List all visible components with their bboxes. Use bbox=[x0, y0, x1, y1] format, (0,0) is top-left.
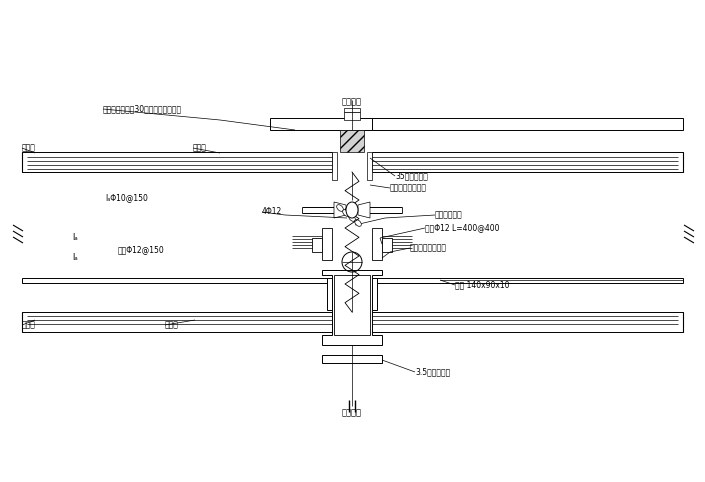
Polygon shape bbox=[372, 278, 683, 283]
Polygon shape bbox=[372, 152, 683, 172]
Polygon shape bbox=[372, 278, 377, 310]
Polygon shape bbox=[312, 238, 322, 252]
Text: （内侧）: （内侧） bbox=[342, 409, 362, 417]
Bar bbox=[372, 118, 683, 130]
Text: 3.5厚花纹钢板: 3.5厚花纹钢板 bbox=[415, 367, 450, 376]
Ellipse shape bbox=[343, 210, 350, 216]
Text: 另加Φ12@150: 另加Φ12@150 bbox=[118, 245, 165, 254]
Polygon shape bbox=[322, 270, 382, 345]
Bar bbox=[334, 275, 370, 335]
Text: 35厚嵌缝封膏: 35厚嵌缝封膏 bbox=[395, 172, 428, 180]
Ellipse shape bbox=[355, 220, 362, 227]
Text: 可卸式橡胶止水带: 可卸式橡胶止水带 bbox=[410, 243, 447, 253]
Ellipse shape bbox=[349, 214, 355, 221]
Bar bbox=[344, 112, 360, 120]
Polygon shape bbox=[22, 312, 332, 332]
Polygon shape bbox=[334, 202, 346, 218]
Polygon shape bbox=[367, 152, 372, 180]
Bar bbox=[270, 118, 434, 130]
Bar bbox=[340, 130, 364, 152]
Text: lₐΦ10@150: lₐΦ10@150 bbox=[105, 193, 148, 202]
Text: 板钢筋: 板钢筋 bbox=[22, 144, 36, 152]
Text: lₐ: lₐ bbox=[72, 233, 78, 242]
Polygon shape bbox=[382, 238, 392, 252]
Polygon shape bbox=[358, 202, 370, 218]
Text: 角钢 140x90x10: 角钢 140x90x10 bbox=[455, 281, 510, 290]
Polygon shape bbox=[372, 228, 382, 260]
Polygon shape bbox=[332, 152, 337, 180]
Text: lₐ: lₐ bbox=[72, 254, 78, 263]
Text: 板钢筋: 板钢筋 bbox=[22, 321, 36, 330]
Bar bbox=[344, 108, 360, 112]
Ellipse shape bbox=[337, 205, 343, 211]
Polygon shape bbox=[22, 152, 332, 172]
Text: 4Φ12: 4Φ12 bbox=[262, 207, 282, 216]
Text: （外侧）: （外侧） bbox=[342, 97, 362, 107]
Polygon shape bbox=[372, 312, 683, 332]
Text: 内埋式橡胶止水带: 内埋式橡胶止水带 bbox=[390, 184, 427, 192]
Text: 锚栓Φ12 L=400@400: 锚栓Φ12 L=400@400 bbox=[425, 224, 500, 232]
Text: 卷材防水层外做30厚水泥砂浆保护层: 卷材防水层外做30厚水泥砂浆保护层 bbox=[103, 105, 182, 113]
Polygon shape bbox=[327, 278, 332, 310]
Text: 板钢筋: 板钢筋 bbox=[193, 144, 207, 152]
Polygon shape bbox=[22, 278, 332, 283]
Ellipse shape bbox=[346, 202, 358, 218]
Text: 沥青麻丝填实: 沥青麻丝填实 bbox=[435, 211, 462, 219]
Polygon shape bbox=[322, 228, 332, 260]
Bar bbox=[322, 355, 382, 363]
Text: 板钢筋: 板钢筋 bbox=[165, 321, 179, 330]
